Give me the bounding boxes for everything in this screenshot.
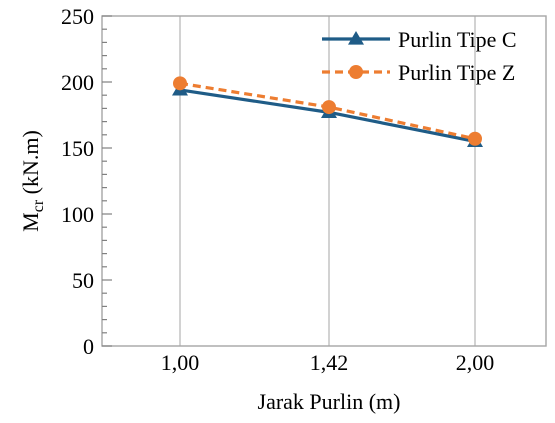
y-tick-label-100: 100: [61, 202, 94, 227]
legend-label-tipe-c: Purlin Tipe C: [398, 27, 517, 52]
y-tick-label-150: 150: [61, 136, 94, 161]
series-tipe-c: [172, 81, 483, 147]
series-tipe-z-point-1: [173, 76, 187, 91]
y-tick-label-250: 250: [61, 4, 94, 29]
y-tick-label-0: 0: [83, 334, 94, 359]
legend-swatch-marker-tipe-z: [349, 65, 363, 79]
y-axis-title-main: M: [18, 212, 43, 232]
y-axis-title: Mcr (kN.m): [18, 130, 47, 232]
series-tipe-z-point-3: [468, 131, 482, 146]
legend-item-tipe-z: Purlin Tipe Z: [322, 60, 515, 85]
y-axis-title-unit: (kN.m): [18, 130, 43, 200]
x-tick-label-2: 1,42: [310, 350, 349, 375]
series-tipe-z-point-2: [322, 100, 336, 115]
y-tick-label-50: 50: [72, 268, 94, 293]
legend-item-tipe-c: Purlin Tipe C: [322, 27, 517, 52]
legend: Purlin Tipe C Purlin Tipe Z: [322, 27, 517, 85]
axes-layer: 0 50 100 150 200 250 1,00 1,42 2,00: [61, 4, 547, 375]
legend-label-tipe-z: Purlin Tipe Z: [398, 60, 515, 85]
legend-swatch-marker-tipe-c: [348, 31, 364, 45]
y-axis-title-subscript: cr: [30, 199, 47, 212]
series-layer: [172, 76, 483, 147]
y-tick-label-200: 200: [61, 70, 94, 95]
plot-area-frame: [101, 15, 547, 347]
x-tick-label-1: 1,00: [161, 350, 200, 375]
x-tick-label-3: 2,00: [456, 350, 495, 375]
series-tipe-z: [173, 76, 482, 146]
x-axis-title: Jarak Purlin (m): [258, 389, 401, 414]
